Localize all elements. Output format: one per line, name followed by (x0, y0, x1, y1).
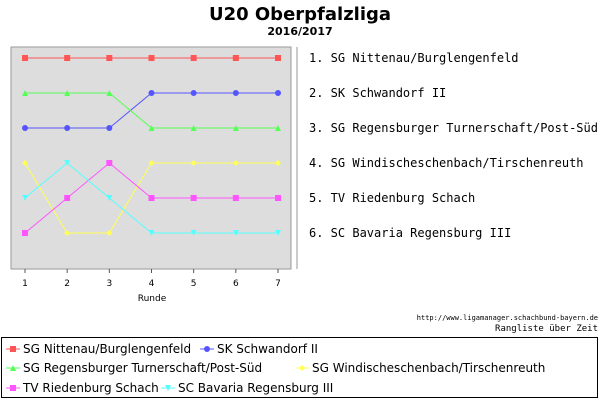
legend-item: SC Bavaria Regensburg III (161, 381, 333, 395)
data-point (106, 230, 113, 236)
data-point (190, 195, 197, 201)
legend-marker (10, 346, 16, 352)
data-point (148, 195, 155, 201)
rank-label: 6. SC Bavaria Regensburg III (309, 226, 511, 240)
data-point (275, 55, 281, 61)
x-tick-label: 6 (233, 279, 239, 289)
data-point (64, 230, 71, 236)
data-point (232, 90, 239, 96)
legend-item: SG Windischeschenbach/Tirschenreuth (295, 361, 545, 375)
x-tick-label: 7 (275, 279, 281, 289)
source-url[interactable]: http://www.ligamanager.schachbund-bayern… (417, 314, 598, 322)
data-point (275, 195, 281, 201)
legend-marker (204, 346, 210, 352)
x-tick-label: 1 (22, 279, 28, 289)
data-point (190, 160, 197, 166)
data-point (106, 55, 113, 61)
data-point (64, 195, 71, 201)
data-point (22, 125, 28, 131)
chart-title: U20 Oberpfalzliga (209, 4, 391, 25)
rank-label: 4. SG Windischeschenbach/Tirschenreuth (309, 156, 584, 170)
legend-marker (299, 365, 305, 371)
data-point (22, 90, 28, 96)
legend-label: SG Windischeschenbach/Tirschenreuth (312, 361, 545, 375)
data-point (275, 90, 281, 96)
data-point (190, 230, 197, 236)
data-point (148, 90, 155, 96)
legend-marker (10, 365, 16, 371)
data-point (148, 55, 155, 61)
data-point (22, 195, 28, 201)
series-3 (22, 90, 281, 131)
legend-marker (165, 385, 171, 391)
data-point (106, 160, 113, 166)
data-point (64, 160, 71, 166)
data-point (232, 195, 239, 201)
data-point (232, 55, 239, 61)
data-point (190, 90, 197, 96)
data-point (148, 230, 155, 236)
data-point (64, 125, 71, 131)
legend-item: SG Regensburger Turnerschaft/Post-Süd (6, 361, 262, 375)
series-layer (22, 55, 281, 236)
chart-subtitle: 2016/2017 (267, 25, 332, 38)
data-point (22, 160, 28, 166)
data-point (22, 55, 28, 61)
x-axis: 1 2 3 4 5 6 7 (22, 269, 281, 289)
legend-item: SG Nittenau/Burglengenfeld (6, 342, 191, 356)
series-4 (22, 160, 281, 236)
rank-label: 2. SK Schwandorf II (309, 86, 446, 100)
series-5 (22, 160, 281, 236)
rank-label: 1. SG Nittenau/Burglengenfeld (309, 51, 519, 65)
x-axis-label: Runde (138, 294, 167, 304)
x-tick-label: 3 (106, 279, 112, 289)
series-6 (22, 160, 281, 236)
data-point (64, 55, 71, 61)
series-1 (22, 55, 281, 61)
chart-caption: Rangliste über Zeit (495, 324, 598, 334)
rank-labels: 1. SG Nittenau/Burglengenfeld 2. SK Schwa… (309, 51, 598, 240)
legend-label: SG Regensburger Turnerschaft/Post-Süd (23, 361, 262, 375)
legend-item: SK Schwandorf II (200, 342, 318, 356)
data-point (148, 160, 155, 166)
x-tick-label: 5 (191, 279, 197, 289)
x-tick-label: 2 (64, 279, 70, 289)
legend-label: SK Schwandorf II (217, 342, 318, 356)
data-point (22, 230, 28, 236)
legend-marker (10, 385, 16, 391)
rank-label: 5. TV Riedenburg Schach (309, 191, 475, 205)
legend: SG Nittenau/Burglengenfeld SK Schwandorf … (6, 342, 545, 395)
legend-label: SC Bavaria Regensburg III (178, 381, 333, 395)
legend-label: SG Nittenau/Burglengenfeld (23, 342, 191, 356)
plot-area (10, 46, 292, 270)
x-tick-label: 4 (149, 279, 155, 289)
series-2 (22, 90, 281, 131)
rank-label: 3. SG Regensburger Turnerschaft/Post-Süd (309, 121, 598, 135)
data-point (190, 55, 197, 61)
data-point (275, 230, 281, 236)
data-point (190, 125, 197, 131)
data-point (64, 90, 71, 96)
data-point (275, 125, 281, 131)
legend-label: TV Riedenburg Schach (22, 381, 159, 395)
data-point (106, 195, 113, 201)
data-point (232, 230, 239, 236)
data-point (106, 125, 113, 131)
data-point (148, 125, 155, 131)
data-point (275, 160, 281, 166)
legend-item: TV Riedenburg Schach (6, 381, 159, 395)
data-point (232, 160, 239, 166)
data-point (232, 125, 239, 131)
data-point (106, 90, 113, 96)
